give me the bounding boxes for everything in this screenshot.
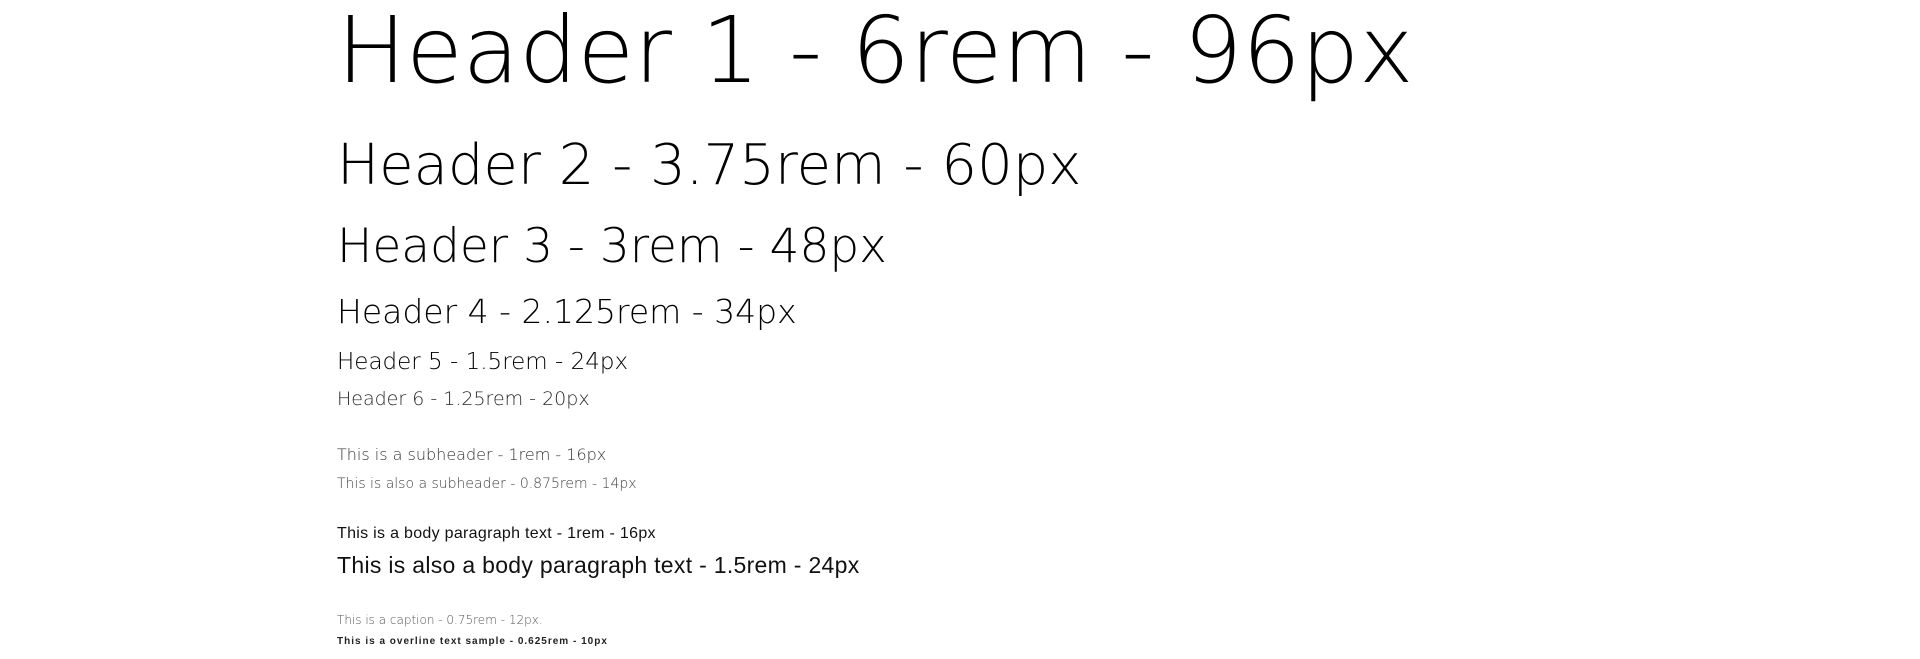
caption-sample: This is a caption - 0.75rem - 12px. xyxy=(337,613,543,627)
body-1-paragraph: This is a body paragraph text - 1rem - 1… xyxy=(337,525,656,542)
subheader-2-sample: This is also a subheader - 0.875rem - 14… xyxy=(337,476,637,492)
header-4-sample: Header 4 - 2.125rem - 34px xyxy=(337,292,797,331)
overline-sample: This is a overline text sample - 0.625re… xyxy=(337,636,608,647)
header-5-sample: Header 5 - 1.5rem - 24px xyxy=(337,349,629,375)
subheader-1-sample: This is a subheader - 1rem - 16px xyxy=(337,445,607,464)
header-2-sample: Header 2 - 3.75rem - 60px xyxy=(337,133,1082,198)
header-1-sample: Header 1 - 6rem - 96px xyxy=(337,0,1414,104)
header-6-sample: Header 6 - 1.25rem - 20px xyxy=(337,388,590,410)
header-3-sample: Header 3 - 3rem - 48px xyxy=(337,219,888,274)
body-2-paragraph: This is also a body paragraph text - 1.5… xyxy=(337,552,860,578)
